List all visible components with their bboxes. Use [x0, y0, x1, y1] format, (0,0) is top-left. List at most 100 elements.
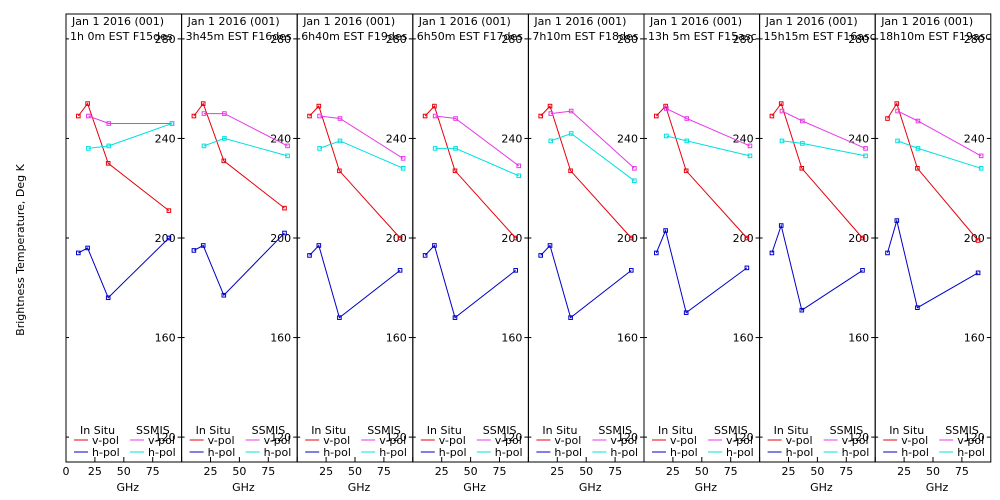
data-point-insitu-h	[282, 230, 287, 236]
y-tick-label: 120	[270, 431, 291, 444]
data-point-ssmis-h	[915, 146, 921, 151]
data-point-ssmis-h	[664, 133, 669, 139]
y-tick-label: 160	[848, 332, 869, 345]
x-tick-label: 50	[232, 465, 246, 478]
data-point-ssmis-h	[516, 173, 522, 179]
series-line-insitu-v	[771, 102, 863, 239]
legend-label-ssmis: h-pol	[495, 446, 523, 459]
legend-label-insitu: h-pol	[786, 446, 814, 459]
series-line-ssmis-v	[319, 115, 404, 159]
data-point-insitu-v	[663, 103, 668, 109]
legend-label-ssmis: v-pol	[610, 434, 637, 447]
y-tick-label: 120	[155, 431, 176, 444]
y-axis-label: Brightness Temperature, Deg K	[14, 163, 27, 335]
y-tick-label: 240	[964, 132, 985, 145]
panel-subtitle: 18h10m EST F19asc	[879, 30, 991, 43]
data-point-insitu-h	[778, 223, 784, 228]
legend-label-insitu: h-pol	[323, 446, 351, 459]
data-point-insitu-v	[799, 166, 805, 171]
data-point-ssmis-h	[453, 146, 458, 151]
y-tick-label: 280	[270, 33, 291, 46]
data-point-insitu-v	[105, 161, 111, 166]
y-tick-label: 160	[501, 332, 522, 345]
x-tick-label: 25	[666, 465, 680, 478]
panel-subtitle: 7h10m EST F18des	[532, 30, 638, 43]
legend-label-insitu: v-pol	[323, 434, 350, 447]
x-axis-label: GHz	[695, 481, 718, 494]
y-tick-label: 240	[848, 132, 869, 145]
series-line-ssmis-h	[550, 132, 635, 182]
data-point-insitu-v	[337, 168, 342, 174]
data-point-insitu-v	[894, 101, 900, 106]
y-tick-label: 280	[848, 33, 869, 46]
legend-heading-ssmis: SSMIS	[252, 424, 286, 437]
x-tick-label: 25	[88, 465, 102, 478]
series-line-insitu-v	[77, 102, 170, 211]
data-point-ssmis-v	[337, 116, 343, 121]
data-point-ssmis-v	[664, 106, 669, 111]
series-line-ssmis-h	[203, 137, 288, 157]
legend-heading-ssmis: SSMIS	[714, 424, 748, 437]
panel-3: Jan 1 2016 (001) 6h40m EST F19des 120 160 20…	[296, 13, 414, 494]
series-line-insitu-h	[887, 218, 979, 309]
series-line-insitu-v	[309, 105, 401, 239]
data-point-insitu-h	[337, 315, 342, 320]
legend-label-insitu: v-pol	[92, 434, 119, 447]
data-point-insitu-v	[432, 103, 437, 109]
data-point-ssmis-h	[684, 138, 690, 144]
legend-label-insitu: h-pol	[670, 446, 698, 459]
data-point-ssmis-h	[337, 138, 343, 144]
legend-heading-insitu: In Situ	[774, 424, 809, 437]
y-tick-label: 200	[386, 232, 407, 245]
legend-heading-insitu: In Situ	[311, 424, 346, 437]
data-point-ssmis-v	[222, 111, 227, 116]
data-point-insitu-v	[316, 103, 322, 109]
data-point-ssmis-h	[568, 131, 574, 136]
data-point-ssmis-v	[86, 113, 91, 119]
data-point-insitu-v	[166, 208, 172, 213]
data-point-ssmis-h	[779, 138, 785, 144]
data-point-insitu-h	[744, 265, 750, 271]
panel-subtitle: 6h40m EST F19des	[301, 30, 407, 43]
legend-heading-insitu: In Situ	[80, 424, 115, 437]
legend-label-ssmis: v-pol	[264, 434, 291, 447]
legend-label-insitu: v-pol	[786, 434, 813, 447]
legend-label-insitu: v-pol	[208, 434, 235, 447]
data-point-ssmis-v	[400, 156, 406, 161]
y-tick-label: 120	[617, 431, 638, 444]
y-tick-label: 280	[964, 33, 985, 46]
x-tick-label: 25	[782, 465, 796, 478]
data-point-ssmis-h	[201, 143, 207, 149]
y-tick-label: 120	[386, 431, 407, 444]
data-point-insitu-v	[885, 116, 890, 121]
series-line-ssmis-h	[897, 140, 982, 169]
series-line-insitu-h	[424, 244, 517, 319]
data-point-insitu-v	[538, 113, 544, 119]
x-axis-label: GHz	[810, 481, 833, 494]
chart-panels: Jan 1 2016 (001) 1h 0m EST F15des 120 160 20…	[63, 13, 991, 494]
data-point-ssmis-v	[453, 116, 458, 121]
data-point-insitu-h	[200, 243, 206, 248]
y-tick-label: 280	[155, 33, 176, 46]
data-point-insitu-h	[894, 218, 900, 223]
x-axis-label: GHz	[117, 481, 140, 494]
series-line-insitu-h	[309, 244, 401, 319]
legend-label-ssmis: h-pol	[842, 446, 870, 459]
data-point-ssmis-h	[86, 146, 91, 151]
legend-label-insitu: v-pol	[439, 434, 466, 447]
y-tick-label: 280	[386, 33, 407, 46]
legend-heading-ssmis: SSMIS	[367, 424, 401, 437]
y-tick-label: 160	[733, 332, 754, 345]
data-point-ssmis-v	[285, 143, 290, 149]
data-point-insitu-v	[547, 103, 553, 109]
series-line-ssmis-v	[897, 110, 982, 157]
data-point-insitu-h	[105, 295, 111, 301]
panel-subtitle: 1h 0m EST F15des	[70, 30, 173, 43]
legend-heading-ssmis: SSMIS	[136, 424, 170, 437]
panel-title: Jan 1 2016 (001)	[71, 15, 164, 28]
legend-heading-insitu: In Situ	[427, 424, 462, 437]
data-point-ssmis-v	[895, 108, 900, 114]
data-point-insitu-h	[769, 250, 775, 256]
data-point-ssmis-v	[106, 121, 112, 126]
